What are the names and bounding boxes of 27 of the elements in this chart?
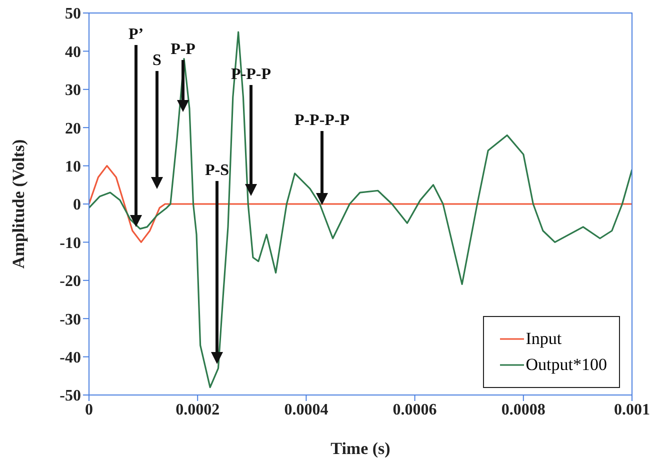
y-tick-label: -20 [60, 273, 81, 290]
x-tick-label: 0 [85, 401, 93, 418]
line-series [89, 165, 632, 243]
y-tick-label: 30 [65, 82, 81, 100]
y-tick-label: 20 [65, 120, 81, 138]
x-tick-label: 0.0008 [501, 401, 546, 418]
y-tick-label: -40 [60, 349, 81, 366]
annotation: P-P [170, 41, 196, 58]
y-tick-label: -30 [60, 311, 81, 328]
annotation: P’ [128, 26, 144, 43]
y-tick-label: -50 [60, 388, 81, 405]
annotation: P-P-P-P [294, 112, 350, 129]
legend-label: Input [526, 329, 562, 349]
y-axis-title: Amplitude (Volts) [9, 139, 28, 269]
x-axis-title: Time (s) [330, 439, 390, 458]
x-tick-label: 0.0004 [284, 401, 328, 418]
y-tick-label: 40 [65, 44, 81, 61]
legend-label: Output*100 [526, 355, 607, 375]
y-tick-label: 10 [65, 158, 81, 176]
annotation: S [152, 52, 162, 69]
y-tick-label: 50 [65, 6, 81, 23]
x-tick-label: 0.0002 [176, 401, 220, 418]
y-tick-label: -10 [60, 234, 81, 252]
x-tick-label: 0.0006 [392, 401, 437, 418]
annotation: P-S [205, 162, 230, 179]
x-tick-label: 0.001 [614, 401, 650, 418]
y-tick-label: 0 [73, 196, 81, 214]
